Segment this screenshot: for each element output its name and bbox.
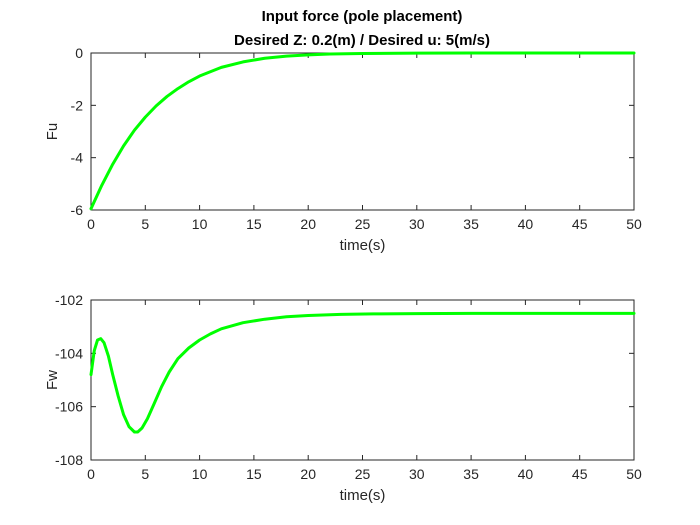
bottom-y-tick-label: -106 <box>55 399 83 415</box>
bottom-axes-panel: 0 5 10 15 20 25 30 35 40 45 50 -108 -106 -104 -102 tim… <box>44 292 642 504</box>
bottom-x-tick-label: 25 <box>355 466 371 482</box>
bottom-fw-series-line <box>89 311 636 434</box>
chart-title-line1: Input force (pole placement) <box>262 8 463 25</box>
bottom-axis-ticks: 0 5 10 15 20 25 30 35 40 45 50 -108 -106 -104 -102 <box>55 292 642 482</box>
top-y-tick-label: 0 <box>75 45 83 61</box>
bottom-x-tick-label: 0 <box>87 466 95 482</box>
top-y-tick-label: -4 <box>71 150 84 166</box>
bottom-x-tick-label: 50 <box>626 466 642 482</box>
bottom-y-tick-label: -108 <box>55 452 83 468</box>
top-x-tick-label: 30 <box>409 216 425 232</box>
bottom-x-tick-label: 30 <box>409 466 425 482</box>
top-x-tick-label: 20 <box>300 216 316 232</box>
top-x-tick-label: 15 <box>246 216 262 232</box>
top-axis-ticks: 0 5 10 15 20 25 30 35 40 45 50 -6 -4 -2 0 <box>71 45 642 232</box>
top-y-tick-label: -6 <box>71 202 84 218</box>
bottom-plot-area <box>90 299 635 461</box>
top-x-tick-label: 40 <box>518 216 534 232</box>
bottom-x-tick-label: 45 <box>572 466 588 482</box>
top-x-tick-label: 50 <box>626 216 642 232</box>
top-fu-series-line <box>89 51 636 211</box>
top-plot-area <box>90 52 635 211</box>
top-x-tick-label: 10 <box>192 216 208 232</box>
bottom-x-tick-label: 35 <box>463 466 479 482</box>
bottom-x-tick-label: 10 <box>192 466 208 482</box>
top-x-tick-label: 45 <box>572 216 588 232</box>
top-x-axis-label: time(s) <box>340 237 386 254</box>
bottom-x-tick-label: 40 <box>518 466 534 482</box>
bottom-y-axis-label: Fw <box>44 370 61 390</box>
bottom-x-tick-label: 5 <box>141 466 149 482</box>
bottom-x-tick-label: 15 <box>246 466 262 482</box>
bottom-x-tick-label: 20 <box>300 466 316 482</box>
top-x-tick-label: 5 <box>141 216 149 232</box>
top-x-tick-label: 25 <box>355 216 371 232</box>
bottom-y-tick-label: -104 <box>55 345 83 361</box>
top-y-axis-label: Fu <box>44 123 61 141</box>
top-axes-panel: 0 5 10 15 20 25 30 35 40 45 50 -6 -4 -2 0 time(s) Fu <box>44 45 642 254</box>
bottom-x-axis-label: time(s) <box>340 487 386 504</box>
chart-title-line2: Desired Z: 0.2(m) / Desired u: 5(m/s) <box>234 32 490 49</box>
bottom-y-tick-label: -102 <box>55 292 83 308</box>
top-x-tick-label: 35 <box>463 216 479 232</box>
top-y-tick-label: -2 <box>71 97 84 113</box>
top-x-tick-label: 0 <box>87 216 95 232</box>
